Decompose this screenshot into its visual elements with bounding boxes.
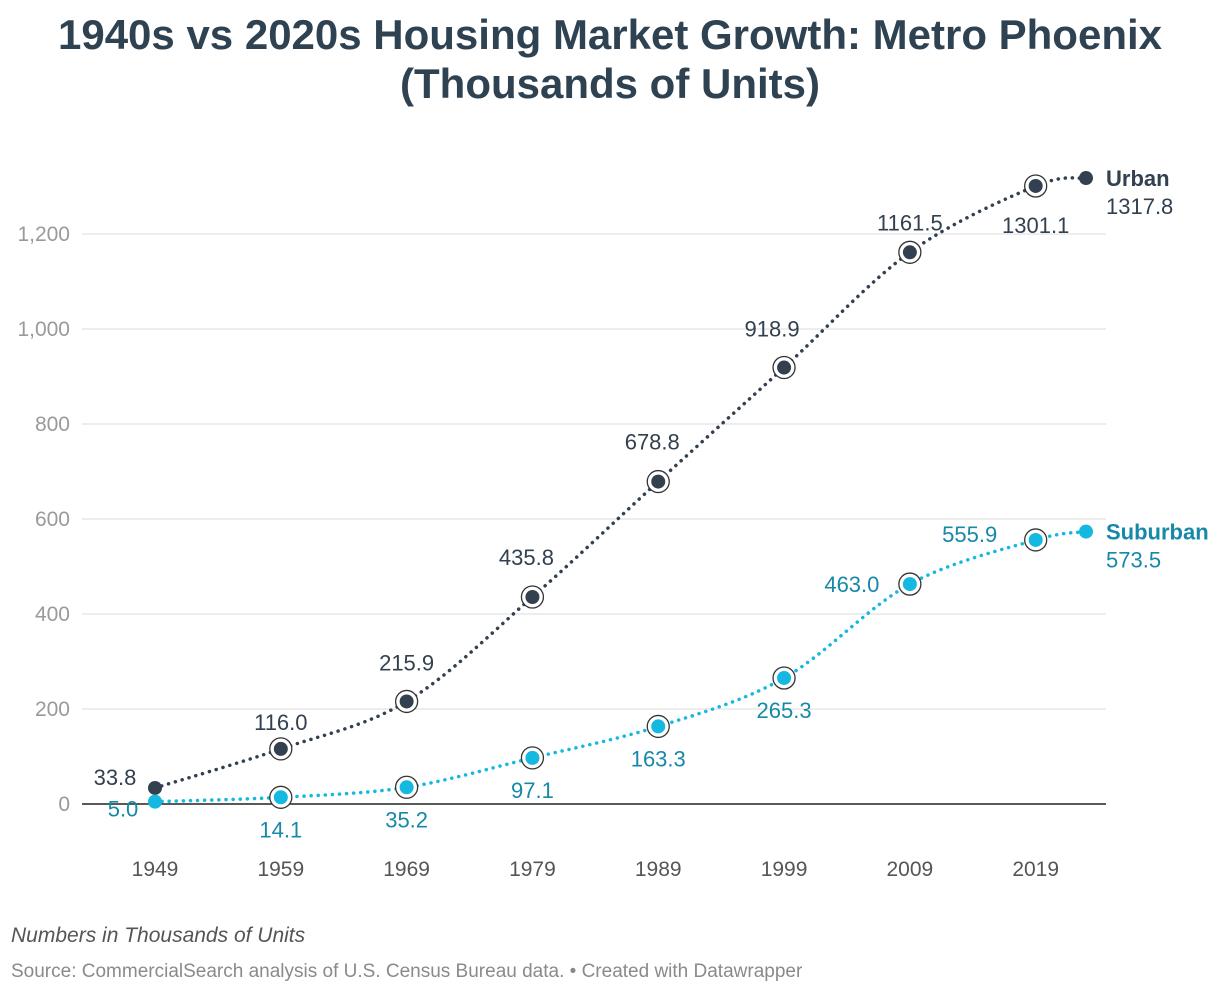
series-lines bbox=[153, 176, 1088, 804]
data-point bbox=[777, 360, 792, 375]
data-label: 35.2 bbox=[385, 807, 428, 832]
chart-title-line-1: 1940s vs 2020s Housing Market Growth: Me… bbox=[57, 11, 1163, 58]
y-tick-label: 600 bbox=[35, 508, 70, 531]
data-point bbox=[651, 719, 666, 734]
chart-notes: Numbers in Thousands of Units bbox=[11, 924, 306, 947]
series-line-suburban bbox=[153, 529, 1088, 804]
data-point bbox=[902, 245, 917, 260]
y-tick-label: 400 bbox=[35, 603, 70, 626]
data-point bbox=[525, 589, 540, 604]
y-tick-label: 1,000 bbox=[17, 318, 70, 341]
data-label: 678.8 bbox=[625, 430, 680, 455]
line-chart: 0 200 400 600 800 1,000 1,200 1949 1959 1969 1979… bbox=[17, 166, 1209, 881]
data-point bbox=[148, 794, 162, 809]
data-label: 116.0 bbox=[254, 710, 307, 735]
series-name-label: Urban bbox=[1106, 166, 1170, 191]
x-tick-label: 1979 bbox=[509, 858, 556, 881]
data-label: 1317.8 bbox=[1106, 194, 1173, 219]
x-tick-label: 1989 bbox=[635, 858, 682, 881]
series-line-urban bbox=[153, 176, 1088, 790]
data-point bbox=[273, 741, 288, 756]
data-label: 265.3 bbox=[757, 698, 812, 723]
data-point bbox=[651, 474, 666, 489]
data-point bbox=[399, 780, 414, 795]
data-label: 573.5 bbox=[1106, 548, 1161, 573]
data-label: 1301.1 bbox=[1002, 213, 1069, 238]
data-point bbox=[148, 780, 162, 795]
data-label: 163.3 bbox=[631, 746, 686, 771]
data-point bbox=[1079, 524, 1093, 539]
y-tick-label: 1,200 bbox=[17, 223, 70, 246]
data-label: 33.8 bbox=[94, 765, 137, 790]
data-point bbox=[902, 577, 917, 592]
x-axis-tick-labels: 1949 1959 1969 1979 1989 1999 2009 2019 bbox=[132, 858, 1059, 881]
gridlines bbox=[82, 233, 1106, 805]
chart-title: 1940s vs 2020s Housing Market Growth: Me… bbox=[0, 10, 1220, 108]
data-point bbox=[1028, 178, 1043, 193]
data-labels: 33.8 116.0 215.9 435.8 678.8 918.9 1161.5 1301.… bbox=[94, 166, 1209, 842]
chart-source: Source: CommercialSearch analysis of U.S… bbox=[11, 961, 803, 982]
data-point bbox=[1028, 532, 1043, 547]
data-label: 555.9 bbox=[942, 522, 997, 547]
y-tick-label: 200 bbox=[35, 698, 70, 721]
data-points bbox=[148, 171, 1093, 809]
y-tick-label: 800 bbox=[35, 413, 70, 436]
data-label: 14.1 bbox=[259, 817, 302, 842]
x-tick-label: 2009 bbox=[887, 858, 934, 881]
x-tick-label: 2019 bbox=[1012, 858, 1059, 881]
series-name-label: Suburban bbox=[1106, 520, 1209, 545]
data-label: 5.0 bbox=[108, 797, 139, 822]
data-point bbox=[777, 670, 792, 685]
data-label: 1161.5 bbox=[877, 210, 943, 235]
y-tick-label: 0 bbox=[58, 793, 70, 816]
y-axis-tick-labels: 0 200 400 600 800 1,000 1,200 bbox=[17, 223, 70, 816]
data-point bbox=[273, 790, 288, 805]
data-label: 215.9 bbox=[379, 650, 434, 675]
data-point bbox=[1079, 171, 1093, 186]
x-tick-label: 1999 bbox=[761, 858, 808, 881]
data-label: 918.9 bbox=[745, 317, 800, 342]
data-label: 435.8 bbox=[499, 545, 554, 570]
data-label: 463.0 bbox=[824, 572, 879, 597]
data-label: 97.1 bbox=[511, 778, 554, 803]
x-tick-label: 1949 bbox=[132, 858, 179, 881]
x-tick-label: 1969 bbox=[383, 858, 430, 881]
x-tick-label: 1959 bbox=[257, 858, 304, 881]
data-point bbox=[399, 694, 414, 709]
data-point bbox=[525, 750, 540, 765]
chart-title-line-2: (Thousands of Units) bbox=[400, 60, 820, 107]
